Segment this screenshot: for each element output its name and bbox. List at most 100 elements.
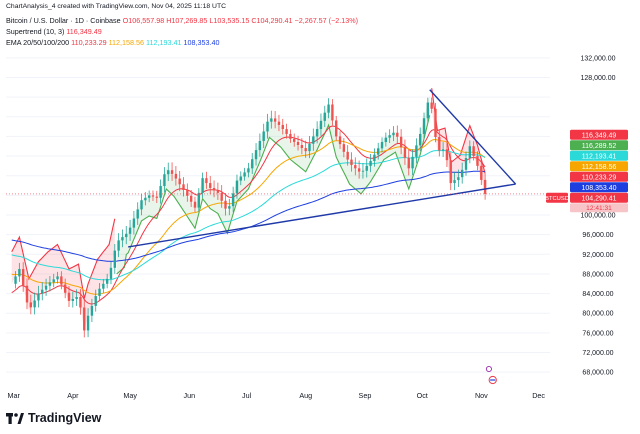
- event-marker-icon: [485, 365, 492, 373]
- ema100-value: 112,193.41: [146, 38, 182, 47]
- candle-body: [426, 102, 430, 119]
- trendline-falling-resistance: [429, 89, 517, 185]
- candle-body: [205, 178, 208, 184]
- candle-body: [224, 200, 227, 209]
- candle-body: [216, 190, 220, 193]
- tradingview-logo[interactable]: TradingView: [6, 411, 101, 425]
- candle-body: [323, 112, 326, 121]
- candle-body: [483, 179, 487, 194]
- candle-body: [327, 104, 330, 113]
- candle-body: [419, 133, 422, 146]
- candle-body: [151, 195, 155, 197]
- candle-body: [44, 285, 48, 290]
- candle-body: [29, 302, 33, 308]
- candle-body: [342, 144, 346, 152]
- candle-body: [41, 289, 44, 294]
- candle-body: [220, 192, 223, 201]
- ema-legend[interactable]: EMA 20/50/100/200 110,233.29 112,158.56 …: [6, 38, 219, 47]
- candle-body: [121, 237, 124, 241]
- ema20-value: 110,233.29: [71, 38, 107, 47]
- candle-body: [384, 137, 388, 143]
- price-badge: [570, 150, 628, 161]
- candle-body: [300, 145, 304, 149]
- candle-body: [403, 147, 407, 158]
- candle-body: [56, 276, 59, 280]
- candle-body: [468, 146, 472, 159]
- candle-body: [79, 297, 82, 308]
- supertrend-legend[interactable]: Supertrend (10, 3) 116,349.49: [6, 27, 102, 36]
- symbol-line: Bitcoin / U.S. Dollar · 1D · Coinbase: [6, 16, 121, 25]
- x-tick-label: Nov: [475, 391, 488, 400]
- price-badge: [570, 182, 628, 193]
- candle-body: [18, 269, 21, 277]
- candle-body: [132, 218, 136, 228]
- candle-body: [388, 135, 391, 138]
- candle-body: [472, 146, 475, 157]
- candle-body: [350, 159, 353, 166]
- candle-body: [258, 140, 262, 151]
- price-badge-label: 112,193.41: [582, 153, 617, 160]
- ema20-line: [11, 125, 486, 305]
- candle-body: [102, 283, 105, 289]
- candle-body: [243, 172, 246, 177]
- candle-body: [480, 165, 483, 180]
- x-tick-label: Apr: [67, 391, 79, 400]
- candle-body: [289, 133, 292, 139]
- candle-body: [52, 279, 55, 283]
- candle-body: [128, 227, 132, 234]
- price-badge: [570, 171, 628, 182]
- candle-body: [346, 151, 349, 160]
- candle-body: [392, 132, 395, 136]
- supertrend-value: 116,349.49: [66, 27, 102, 36]
- trendline-rising-support: [128, 183, 516, 248]
- y-tick-label: 72,000.00: [582, 350, 613, 357]
- candle-body: [422, 118, 426, 134]
- x-tick-label: Mar: [8, 391, 21, 400]
- candle-body: [182, 184, 185, 191]
- candle-body: [21, 269, 25, 286]
- y-tick-label: 88,000.00: [582, 271, 613, 278]
- candle-body: [357, 168, 361, 172]
- candle-body: [63, 284, 67, 293]
- candle-body: [369, 160, 372, 166]
- candle-body: [136, 209, 139, 219]
- candle-body: [212, 187, 216, 191]
- x-tick-label: Aug: [299, 391, 312, 400]
- ema-label: EMA 20/50/100/200: [6, 38, 70, 47]
- y-tick-label: 80,000.00: [582, 311, 613, 318]
- price-badge-label: 116,349.49: [582, 132, 617, 139]
- tradingview-logo-text: TradingView: [28, 411, 102, 425]
- candle-body: [296, 141, 300, 146]
- candle-body: [33, 300, 36, 308]
- candle-body: [354, 165, 357, 169]
- candle-body: [170, 170, 174, 174]
- candle-body: [178, 178, 181, 185]
- candle-body: [445, 149, 449, 161]
- candle-body: [312, 136, 315, 144]
- x-tick-label: May: [123, 391, 137, 400]
- candle-body: [159, 186, 162, 198]
- ema200-value: 108,353.40: [183, 38, 220, 47]
- candle-body: [262, 131, 265, 141]
- y-tick-label: 92,000.00: [582, 252, 613, 259]
- candle-body: [86, 315, 90, 331]
- candle-body: [125, 233, 128, 238]
- candle-body: [361, 170, 365, 172]
- candle-body: [231, 193, 235, 207]
- x-tick-label: Dec: [532, 391, 545, 400]
- ema50-line: [11, 138, 486, 295]
- candle-body: [71, 298, 75, 301]
- candle-body: [140, 200, 143, 210]
- candle-body: [174, 173, 178, 179]
- candle-body: [449, 160, 452, 184]
- candle-body: [235, 180, 239, 194]
- supertrend-line: [431, 88, 486, 174]
- candle-body: [189, 195, 193, 202]
- candle-body: [251, 159, 254, 169]
- candle-body: [94, 296, 97, 306]
- candle-body: [277, 121, 281, 125]
- candle-body: [399, 136, 403, 148]
- candle-body: [186, 190, 189, 196]
- candle-body: [266, 121, 269, 132]
